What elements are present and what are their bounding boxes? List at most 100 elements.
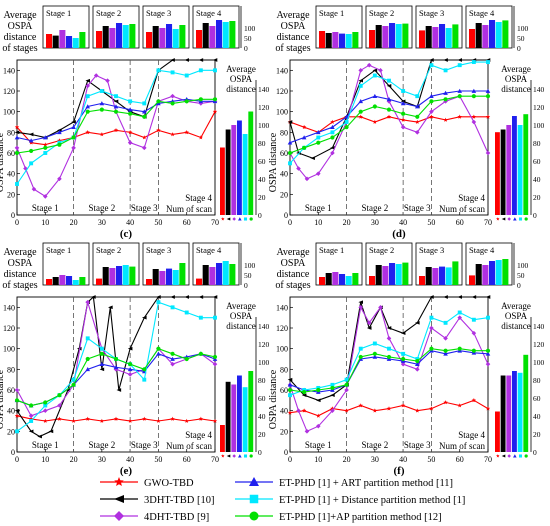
series-point xyxy=(71,418,76,423)
x-tick-label: 10 xyxy=(314,455,322,464)
series-point xyxy=(366,62,372,68)
legend-entry: 4DHT-TBD [9] xyxy=(144,512,209,523)
stage-bar xyxy=(332,32,339,48)
series-point xyxy=(471,295,477,299)
average-bar xyxy=(512,371,517,452)
series-point xyxy=(415,94,420,99)
stage-bar xyxy=(495,260,502,285)
stage-box-label: Stage 2 xyxy=(369,8,394,18)
stage-box-label: Stage 3 xyxy=(146,245,171,255)
series-point xyxy=(457,58,463,62)
legend-marker xyxy=(114,477,124,486)
series-point xyxy=(372,93,378,99)
stage-bar xyxy=(375,25,382,48)
series-point xyxy=(443,90,448,95)
series-point xyxy=(14,150,20,156)
stage-average-label: OSPA xyxy=(281,258,306,269)
series-point xyxy=(287,377,293,382)
series-point xyxy=(43,145,48,150)
average-bar-marker xyxy=(518,454,523,458)
y-tick-label: 100 xyxy=(3,345,15,354)
series-point xyxy=(156,295,161,299)
average-axis-tick: 20 xyxy=(258,193,266,202)
series-point xyxy=(184,99,189,104)
stage-bar xyxy=(109,268,116,285)
y-tick-label: 120 xyxy=(276,87,288,96)
average-bar-marker xyxy=(496,454,500,458)
average-axis-tick: 60 xyxy=(258,157,266,166)
series-point xyxy=(99,101,105,106)
series-point xyxy=(184,295,190,299)
x-tick-label: 0 xyxy=(15,455,19,464)
stage-axis-tick: 50 xyxy=(517,271,525,280)
series-point xyxy=(372,408,377,413)
average-bar xyxy=(506,125,512,215)
x-tick-label: 40 xyxy=(126,455,134,464)
average-axis-tick: 100 xyxy=(258,358,270,367)
stage-bar xyxy=(72,280,79,285)
series-point xyxy=(287,140,293,145)
y-tick-label: 100 xyxy=(276,345,288,354)
series-point xyxy=(457,94,462,99)
stage-bar xyxy=(389,23,396,48)
average-bar xyxy=(248,111,254,215)
series-point xyxy=(386,354,392,360)
series-point xyxy=(99,132,104,137)
series-point xyxy=(170,295,175,299)
stage-bar xyxy=(352,273,359,285)
y-tick-label: 60 xyxy=(280,386,288,395)
series-point xyxy=(443,351,448,356)
average-label: Average xyxy=(501,301,531,311)
series-point xyxy=(28,132,34,137)
series-point xyxy=(99,367,105,372)
series-point xyxy=(330,393,335,398)
series-point xyxy=(414,104,420,109)
series-point xyxy=(414,361,420,367)
series-point xyxy=(401,117,406,122)
series-point xyxy=(457,315,463,320)
y-axis-label: OSPA distance xyxy=(0,369,6,429)
stage-bar xyxy=(179,263,186,285)
series-line xyxy=(289,116,488,133)
stage-bar xyxy=(425,26,432,48)
stage-axis-tick: 0 xyxy=(244,44,248,53)
series-point xyxy=(29,148,34,154)
stage-axis-tick: 100 xyxy=(244,261,256,270)
stage-box-label: Stage 3 xyxy=(419,8,444,18)
average-axis-tick: 20 xyxy=(533,430,541,439)
series-point xyxy=(485,114,491,119)
series-point xyxy=(37,434,42,439)
x-tick-label: 50 xyxy=(427,455,435,464)
series-point xyxy=(315,398,321,403)
series-point xyxy=(28,429,34,434)
series-point xyxy=(414,320,420,325)
series-point xyxy=(15,429,19,434)
series-point xyxy=(358,114,363,119)
stage-bar xyxy=(146,32,153,48)
series-point xyxy=(443,336,448,341)
series-point xyxy=(113,128,119,133)
main-plot: 0 20 40 60 80 100 120 140 0 10 20 30 40 50 60 70 OSPA di… xyxy=(0,58,219,227)
series-point xyxy=(287,382,293,387)
series-point xyxy=(113,364,119,370)
y-tick-label: 60 xyxy=(7,149,15,158)
average-bar xyxy=(220,425,225,452)
series-point xyxy=(43,151,48,155)
series-point xyxy=(29,416,34,421)
stage-bar xyxy=(325,273,332,285)
series-point xyxy=(485,150,491,156)
series-point xyxy=(113,356,119,362)
series-point xyxy=(170,58,175,62)
series-point xyxy=(471,398,476,403)
series-point xyxy=(116,388,122,392)
average-axis-tick: 0 xyxy=(258,448,262,457)
series-point xyxy=(457,88,463,93)
x-tick-label: 20 xyxy=(70,218,78,227)
series-point xyxy=(213,68,217,73)
stage-bar xyxy=(495,22,502,48)
average-bar xyxy=(242,387,248,452)
